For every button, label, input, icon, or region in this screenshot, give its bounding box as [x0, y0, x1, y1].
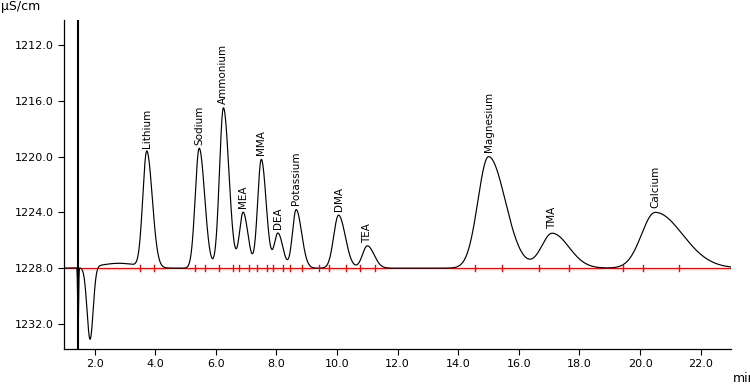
Text: DEA: DEA	[273, 207, 283, 229]
Text: Lithium: Lithium	[142, 109, 152, 148]
Text: Sodium: Sodium	[194, 106, 204, 145]
X-axis label: min: min	[733, 372, 750, 385]
Text: MEA: MEA	[238, 186, 248, 208]
Text: TEA: TEA	[362, 223, 372, 243]
Text: Calcium: Calcium	[650, 166, 660, 208]
Text: MMA: MMA	[256, 130, 266, 155]
Text: Magnesium: Magnesium	[484, 92, 494, 152]
Text: TMA: TMA	[548, 207, 557, 229]
Text: Potassium: Potassium	[291, 152, 302, 206]
Text: DMA: DMA	[334, 187, 344, 211]
Y-axis label: μS/cm: μS/cm	[2, 0, 40, 13]
Text: Ammonium: Ammonium	[218, 44, 229, 104]
